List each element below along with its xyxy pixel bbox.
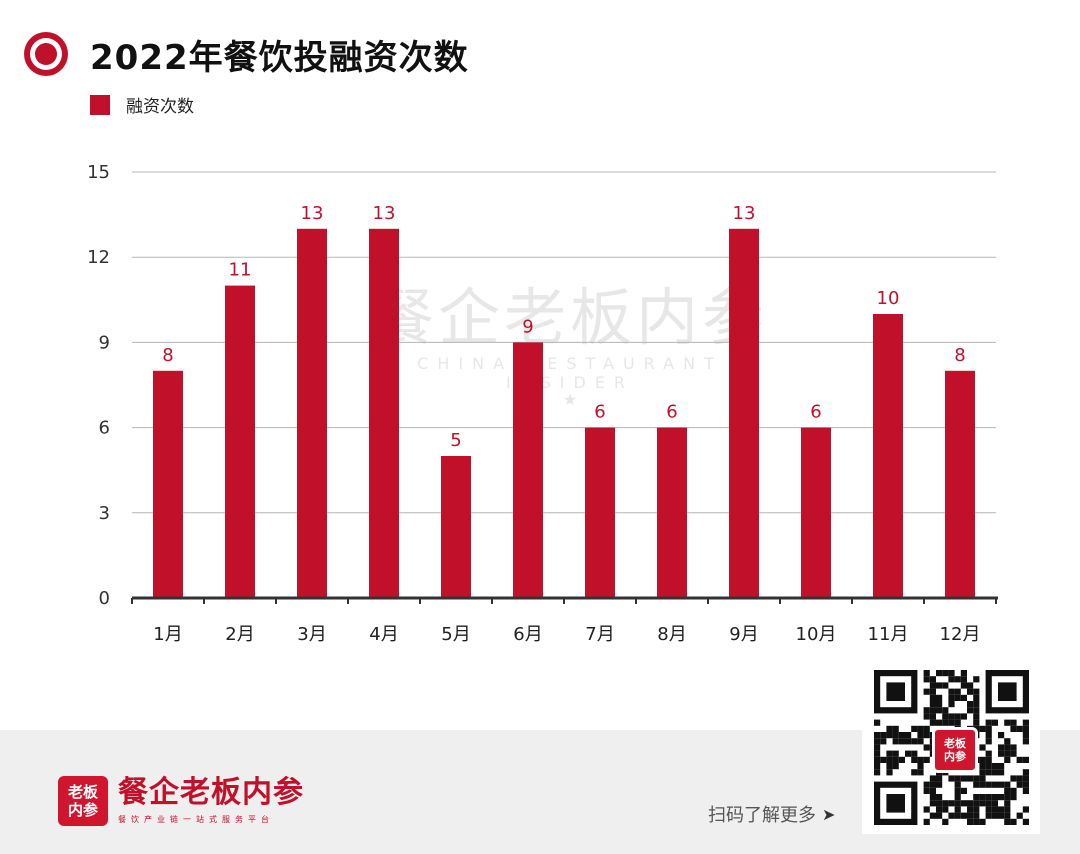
brand-slogan: 餐饮产业链一站式服务平台 — [118, 815, 274, 824]
data-label: 8 — [162, 345, 173, 366]
x-tick-label: 2月 — [225, 624, 254, 645]
bar — [297, 228, 327, 599]
scan-prompt[interactable]: 扫码了解更多 ➤ — [708, 801, 835, 827]
x-tick-label: 11月 — [868, 624, 909, 645]
data-label: 13 — [301, 203, 324, 224]
qr-center-logo: 老板 内参 — [932, 727, 978, 773]
bar — [657, 427, 687, 598]
footer-brand: 餐企老板内参 餐饮产业链一站式服务平台 — [118, 776, 304, 825]
y-tick-label: 12 — [87, 247, 110, 268]
brand-logo-line1: 老板 — [67, 783, 98, 801]
bar — [441, 456, 471, 598]
legend-swatch — [90, 94, 110, 115]
data-label: 5 — [450, 430, 461, 451]
bar-chart: 0 3 6 9 12 15 8 1月 11 2月 13 3月 13 4月 5 5月 9 6月 6 7月 6 8月 13 9月 6… — [87, 162, 998, 645]
x-tick-label: 5月 — [441, 624, 470, 645]
target-icon — [22, 30, 70, 78]
bar — [585, 427, 615, 598]
y-tick-label: 9 — [99, 332, 110, 353]
bar — [513, 342, 543, 598]
x-tick-label: 7月 — [585, 624, 614, 645]
data-label: 6 — [666, 402, 677, 423]
title-bar: 2022年餐饮投融资次数 — [22, 28, 469, 80]
qr-code-pattern — [874, 670, 1029, 825]
legend-label: 融资次数 — [126, 97, 194, 117]
x-tick-label: 3月 — [297, 624, 326, 645]
y-tick-label: 3 — [99, 503, 110, 524]
x-tick-label: 1月 — [153, 624, 182, 645]
data-label: 8 — [954, 345, 965, 366]
bar — [801, 427, 831, 598]
y-tick-label: 0 — [99, 588, 110, 609]
x-tick-label: 10月 — [796, 624, 837, 645]
y-tick-label: 15 — [87, 162, 110, 183]
x-tick-label: 4月 — [369, 624, 398, 645]
brand-name: 餐企老板内参 — [118, 775, 304, 810]
bar — [729, 228, 759, 599]
data-label: 11 — [229, 260, 252, 281]
qr-logo-line2: 内参 — [944, 750, 966, 763]
bar — [153, 370, 183, 598]
data-label: 10 — [877, 288, 900, 309]
bar — [945, 370, 975, 598]
bar — [225, 285, 255, 598]
brand-logo: 老板 内参 — [58, 776, 108, 826]
data-label: 6 — [810, 402, 821, 423]
scan-prompt-label: 扫码了解更多 — [708, 805, 816, 826]
data-label: 6 — [594, 402, 605, 423]
brand-logo-line2: 内参 — [67, 801, 98, 819]
bar — [369, 228, 399, 599]
bar — [873, 314, 903, 598]
arrow-right-icon: ➤ — [822, 804, 836, 824]
data-label: 9 — [522, 316, 533, 337]
qr-logo-line1: 老板 — [944, 737, 966, 750]
x-tick-label: 12月 — [940, 624, 981, 645]
x-tick-label: 9月 — [729, 624, 758, 645]
y-tick-label: 6 — [99, 418, 110, 439]
x-tick-label: 6月 — [513, 624, 542, 645]
data-label: 13 — [733, 203, 756, 224]
data-label: 13 — [373, 203, 396, 224]
chart-title: 2022年餐饮投融资次数 — [90, 37, 469, 78]
legend: 融资次数 — [90, 92, 194, 117]
x-tick-label: 8月 — [657, 624, 686, 645]
